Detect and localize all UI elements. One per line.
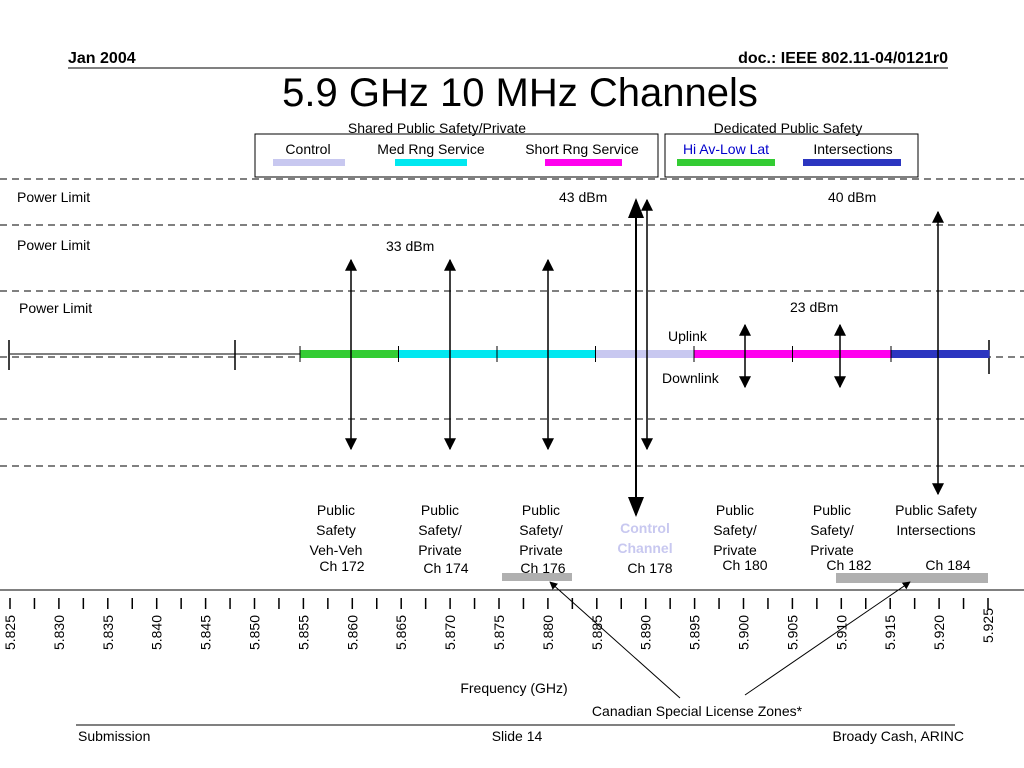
legend-dedicated-box [664, 133, 919, 178]
power-level-33: 33 dBm [386, 238, 434, 254]
legend-label-3: Hi Av-Low Lat [683, 141, 769, 157]
axis-tick-label-1: 5.830 [51, 615, 67, 650]
header-doc: doc.: IEEE 802.11-04/0121r0 [738, 50, 948, 67]
axis-tick-label-6: 5.855 [295, 615, 311, 650]
channel-desc-2-2: Private [519, 542, 563, 558]
canadian-arrow-1 [549, 581, 681, 699]
channel-desc-5-1: Safety/ [810, 522, 854, 538]
frequency-axis: 5.825 5.830 5.835 5.840 5.845 5.850 5.855 5.860… [0, 589, 1024, 650]
axis-tick-label-3: 5.840 [149, 615, 165, 650]
power-limit-label-1: Power Limit [17, 189, 90, 205]
power-level-23: 23 dBm [790, 299, 838, 315]
band-segment-6 [891, 350, 990, 358]
power-arrows [345, 198, 944, 517]
channel-desc-2-1: Safety/ [519, 522, 563, 538]
legend-items: Control Med Rng Service Short Rng Service H… [273, 141, 901, 166]
band-segment-5 [792, 350, 891, 358]
axis-tick-label-18: 5.915 [882, 615, 898, 650]
footer-right: Broady Cash, ARINC [833, 728, 965, 744]
uplink-label: Uplink [668, 328, 708, 344]
power-level-40: 40 dBm [828, 189, 876, 205]
legend-label-2: Short Rng Service [525, 141, 639, 157]
channel-number-0: Ch 172 [319, 558, 364, 574]
axis-tick-label-12: 5.885 [589, 615, 605, 650]
band-segment-3 [595, 350, 694, 358]
legend-swatch-3 [677, 159, 775, 166]
channel-number-6: Ch 184 [925, 557, 970, 573]
legend-label-0: Control [285, 141, 330, 157]
legend-swatch-4 [803, 159, 901, 166]
legend-label-4: Intersections [813, 141, 892, 157]
channel-number-2: Ch 176 [520, 560, 565, 576]
power-limit-label-2: Power Limit [17, 237, 90, 253]
band-segment-1 [398, 350, 497, 358]
axis-tick-label-14: 5.895 [687, 615, 703, 650]
power-level-43: 43 dBm [559, 189, 607, 205]
power-limit-label-3: Power Limit [19, 300, 92, 316]
legend-dedicated-title: Dedicated Public Safety [714, 120, 863, 136]
axis-tick-label-8: 5.865 [393, 615, 409, 650]
channel-desc-4-0: Public [716, 502, 754, 518]
axis-tick-label-16: 5.905 [784, 615, 800, 650]
legend-swatch-1 [395, 159, 467, 166]
page-title: 5.9 GHz 10 MHz Channels [282, 71, 758, 115]
axis-tick-label-10: 5.875 [491, 615, 507, 650]
band-segment-0 [300, 350, 399, 358]
axis-tick-label-20: 5.925 [980, 608, 996, 643]
axis-tick-label-0: 5.825 [2, 615, 18, 650]
footer-left: Submission [78, 728, 150, 744]
channel-number-3: Ch 178 [627, 560, 672, 576]
channel-number-1: Ch 174 [423, 560, 468, 576]
channel-desc-5-0: Public [813, 502, 851, 518]
axis-tick-label-9: 5.870 [442, 615, 458, 650]
channel-desc-6-1: Intersections [896, 522, 975, 538]
footer-center: Slide 14 [492, 728, 543, 744]
axis-tick-label-7: 5.860 [344, 615, 360, 650]
power-limit-lines [0, 178, 1024, 467]
channel-desc-1-1: Safety/ [418, 522, 462, 538]
band-segment-4 [694, 350, 793, 358]
channel-desc-4-2: Private [713, 542, 757, 558]
legend-shared-box [254, 133, 659, 178]
channel-number-4: Ch 180 [722, 557, 767, 573]
channel-desc-5-2: Private [810, 542, 854, 558]
legend-swatch-2 [545, 159, 622, 166]
channel-desc-3-0: Control [620, 520, 670, 536]
channel-desc-3-1: Channel [617, 540, 672, 556]
axis-tick-label-13: 5.890 [638, 615, 654, 650]
channel-desc-2-0: Public [522, 502, 560, 518]
axis-tick-label-2: 5.835 [100, 615, 116, 650]
band-segment-2 [497, 350, 596, 358]
channel-desc-1-2: Private [418, 542, 462, 558]
band-baseline [8, 340, 990, 374]
downlink-label: Downlink [662, 370, 720, 386]
channel-desc-1-0: Public [421, 502, 459, 518]
axis-label: Frequency (GHz) [460, 680, 567, 696]
axis-tick-label-19: 5.920 [931, 615, 947, 650]
header-date: Jan 2004 [68, 50, 136, 67]
channel-desc-0-1: Safety [316, 522, 356, 538]
canadian-zones-label: Canadian Special License Zones* [592, 703, 803, 719]
legend-swatch-0 [273, 159, 345, 166]
channel-desc-6-0: Public Safety [895, 502, 977, 518]
channel-desc-4-1: Safety/ [713, 522, 757, 538]
channel-desc-0-2: Veh-Veh [310, 542, 363, 558]
axis-tick-label-4: 5.845 [198, 615, 214, 650]
canadian-zone-bar-2 [836, 573, 988, 583]
canadian-arrow-2 [744, 581, 911, 696]
axis-tick-label-5: 5.850 [247, 615, 263, 650]
axis-tick-label-17: 5.910 [833, 615, 849, 650]
band-segments [299, 346, 990, 362]
channel-number-5: Ch 182 [826, 557, 871, 573]
axis-tick-label-15: 5.900 [736, 615, 752, 650]
legend-shared-title: Shared Public Safety/Private [348, 120, 526, 136]
channel-desc-0-0: Public [317, 502, 355, 518]
legend-label-1: Med Rng Service [377, 141, 485, 157]
canadian-zone-bar-1 [502, 573, 572, 581]
axis-tick-label-11: 5.880 [540, 615, 556, 650]
